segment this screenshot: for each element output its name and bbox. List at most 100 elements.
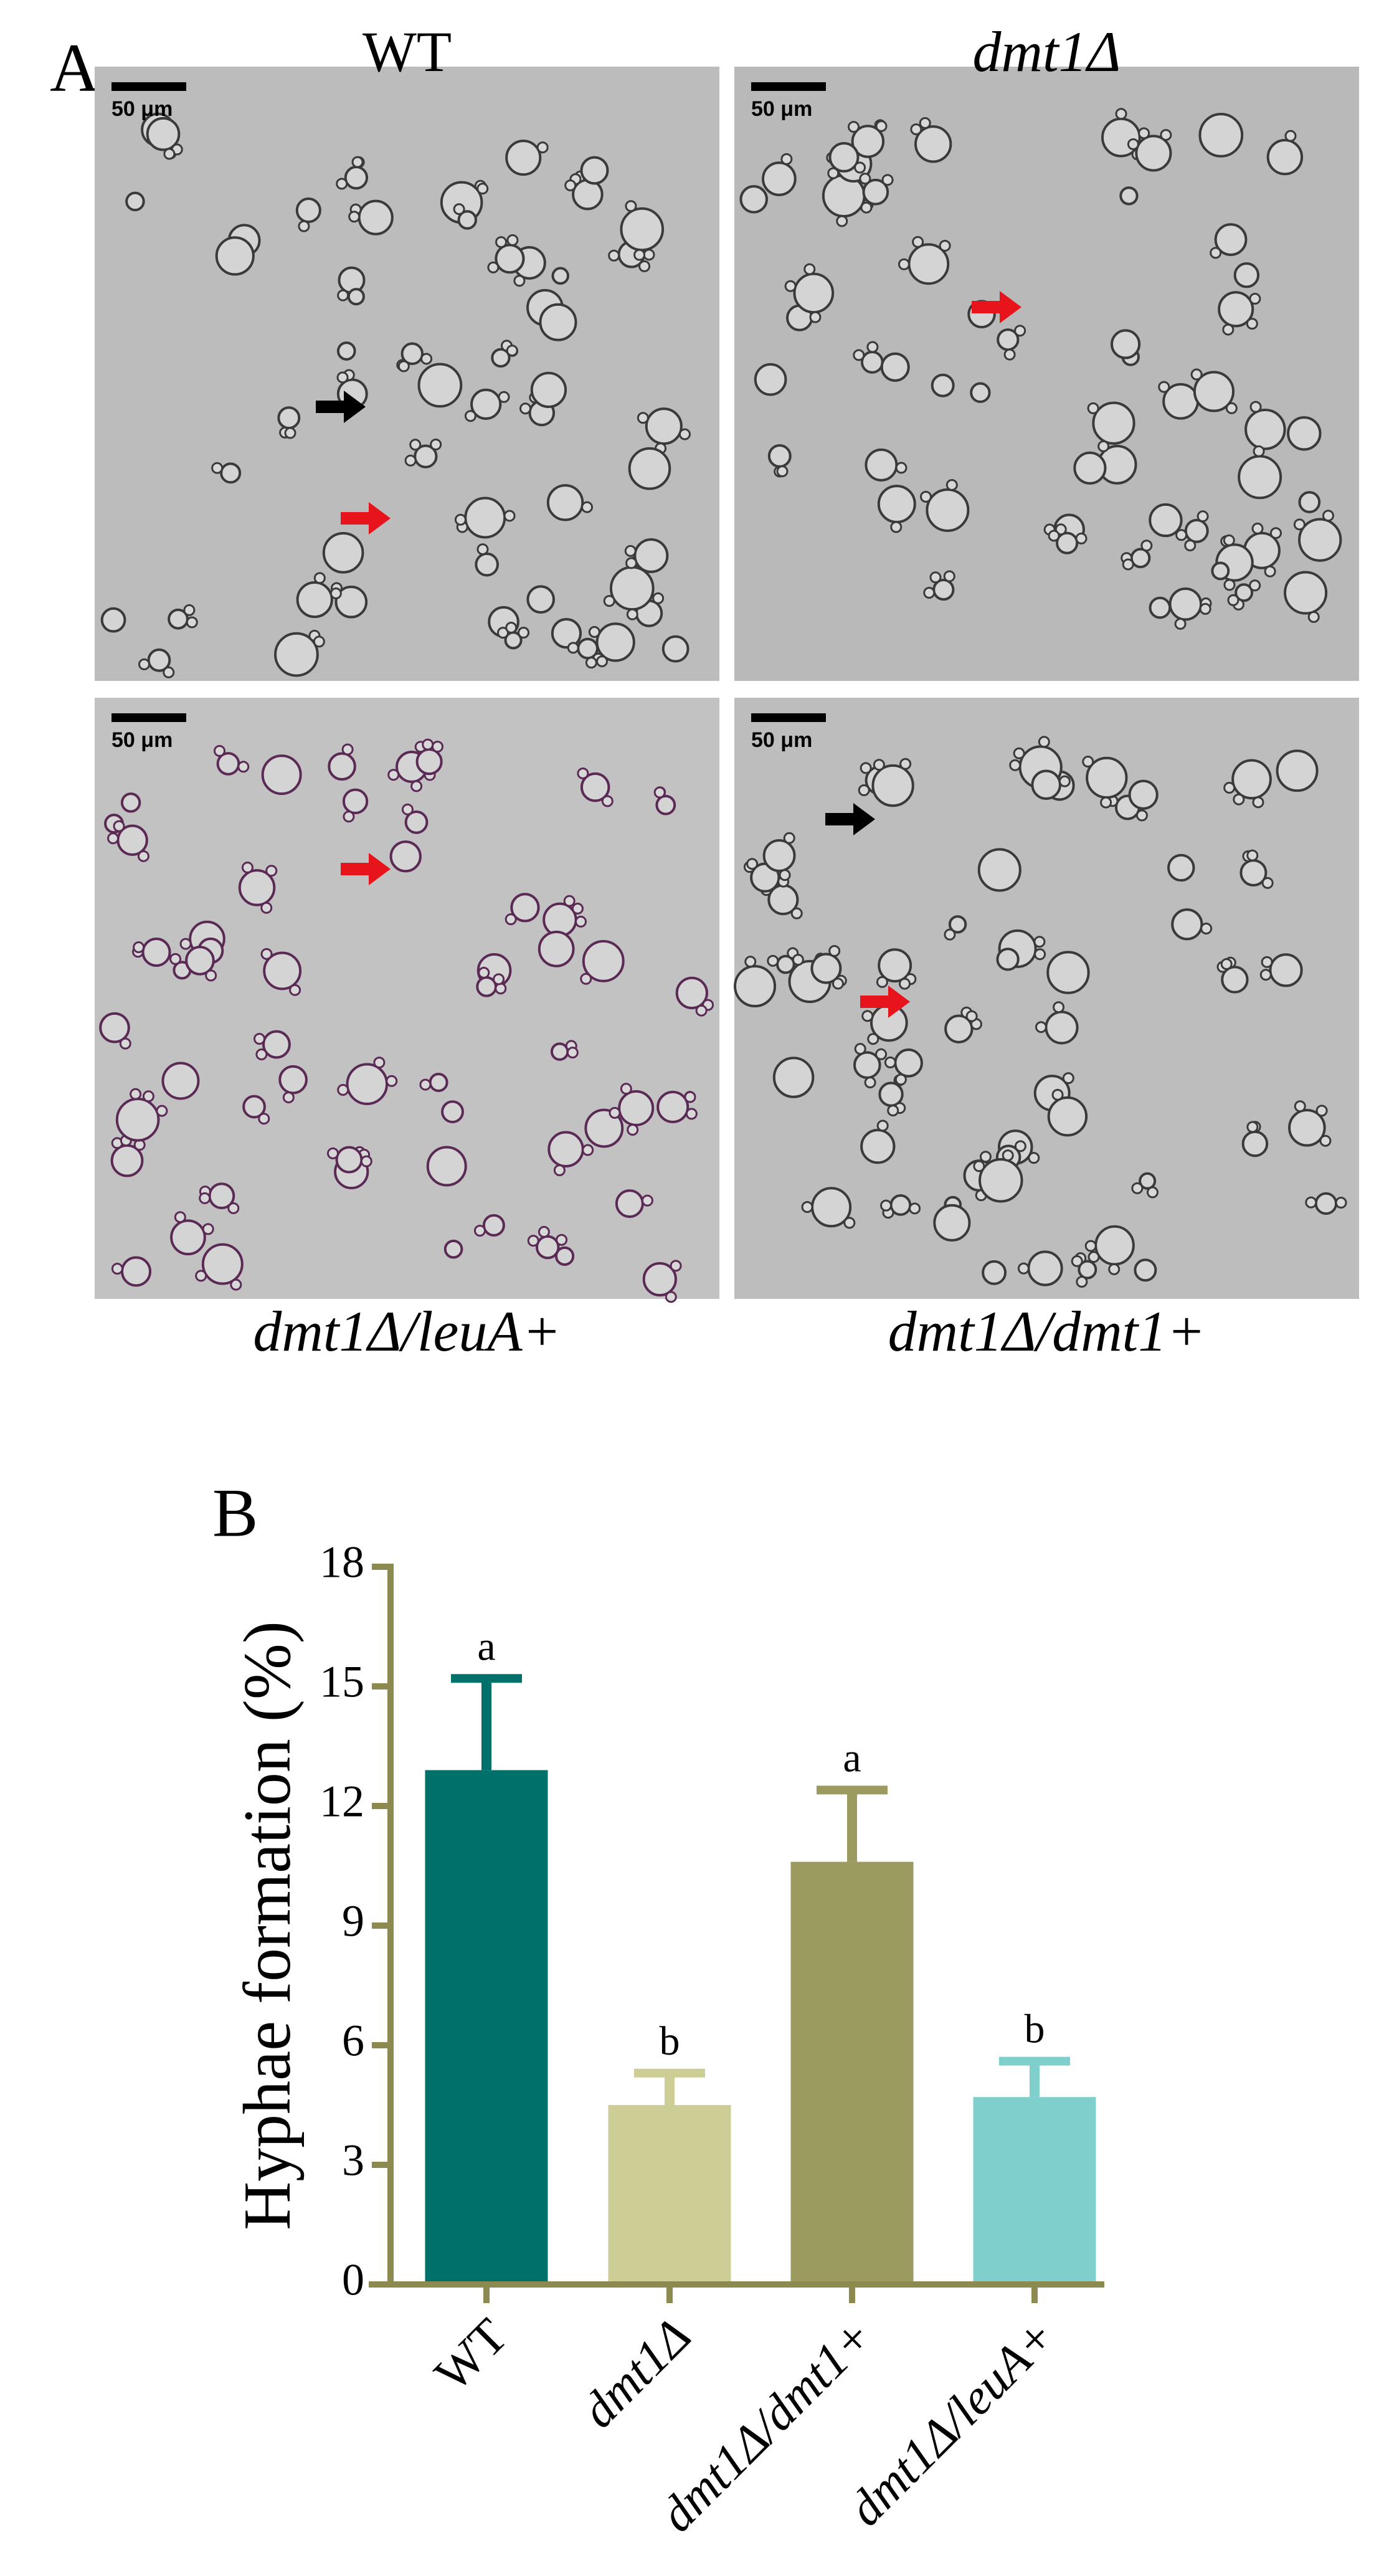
bud (1261, 956, 1273, 968)
cell (358, 199, 394, 235)
bud (174, 1211, 186, 1224)
bud (130, 1088, 142, 1100)
cell (220, 462, 242, 484)
cell (1073, 451, 1107, 485)
bar (790, 1861, 914, 2284)
bud (553, 1164, 566, 1177)
bud (884, 1056, 896, 1068)
x-tick-label: dmt1Δ (571, 2308, 701, 2438)
cell (99, 1012, 130, 1043)
bud (454, 513, 467, 526)
significance-letter: b (660, 2018, 680, 2064)
bud (282, 1091, 295, 1104)
micrograph: 50 μm (95, 67, 719, 681)
scale-bar-label: 50 μm (111, 728, 173, 752)
cell (1298, 518, 1342, 562)
bud (563, 895, 576, 907)
bud (211, 462, 224, 474)
cell (530, 371, 567, 409)
bud (1033, 936, 1046, 948)
bud (169, 953, 182, 965)
bud (571, 902, 584, 915)
bud (1158, 381, 1170, 393)
cell (429, 1073, 448, 1092)
cell (414, 444, 438, 468)
bud (853, 349, 865, 361)
bud (641, 1194, 653, 1207)
bud (832, 977, 844, 990)
bud (1100, 796, 1112, 809)
cell (1094, 1225, 1135, 1266)
bud (567, 642, 579, 654)
cell (1233, 262, 1260, 288)
bud (1294, 1100, 1306, 1113)
cell (415, 748, 443, 776)
bud (1246, 318, 1258, 330)
cell (1211, 561, 1230, 581)
bud (337, 1084, 349, 1096)
bud (420, 353, 433, 365)
cell (1214, 223, 1248, 256)
bud (284, 427, 296, 439)
bud (138, 658, 151, 670)
bud (875, 120, 888, 132)
bud (1284, 130, 1297, 142)
cell (443, 1239, 463, 1259)
bud (876, 1119, 889, 1132)
cell (1046, 951, 1090, 994)
bud (1087, 402, 1099, 414)
bud (1249, 293, 1261, 305)
bud (860, 201, 873, 214)
bud (633, 249, 646, 261)
bud (1322, 510, 1335, 522)
cell (642, 1262, 677, 1297)
arrow (972, 291, 1021, 323)
cell (862, 178, 889, 206)
bud (912, 235, 924, 248)
bud (289, 984, 301, 996)
cell (457, 210, 477, 230)
bud (895, 462, 907, 474)
cell (762, 161, 797, 196)
bud (473, 1224, 486, 1237)
bar (608, 2105, 731, 2284)
cell (979, 1157, 1023, 1203)
cell (1221, 966, 1249, 994)
bud (608, 249, 620, 262)
bud (564, 179, 577, 192)
cell (1238, 455, 1282, 500)
bud (518, 626, 530, 639)
bud (939, 239, 951, 252)
bud (1160, 129, 1172, 141)
bud (538, 1225, 550, 1238)
cell (655, 794, 676, 815)
bud (943, 570, 955, 582)
cell (201, 1243, 244, 1285)
bud (643, 249, 655, 261)
bud (497, 627, 509, 639)
bud (556, 1233, 568, 1246)
bud (326, 1147, 339, 1159)
bud (1035, 1021, 1047, 1034)
cell (1287, 416, 1322, 451)
bud (620, 1083, 632, 1095)
bud (637, 412, 649, 424)
cell (878, 948, 912, 983)
cell (1284, 571, 1328, 615)
cell (595, 622, 635, 662)
arrow (341, 853, 391, 885)
bud (1131, 1182, 1144, 1194)
bud (1034, 948, 1046, 961)
bud (397, 360, 410, 373)
y-tick-label: 3 (342, 2136, 364, 2185)
bud (119, 1037, 131, 1050)
cell (1171, 908, 1203, 941)
bud (1305, 1196, 1317, 1209)
bud (864, 1077, 876, 1089)
cell (828, 141, 860, 173)
bud (1251, 522, 1264, 535)
cell (851, 125, 885, 158)
cell (328, 752, 356, 781)
bud (603, 595, 615, 607)
bud (1071, 1255, 1083, 1267)
